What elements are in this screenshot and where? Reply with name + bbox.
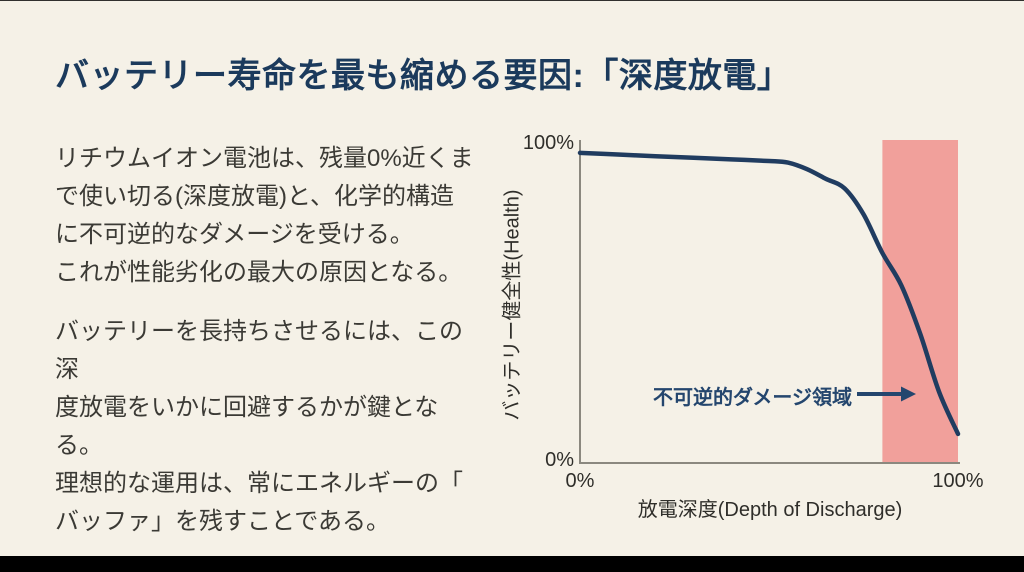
body-paragraph-1: リチウムイオン電池は、残量0%近くま で使い切る(深度放電)と、化学的構造 に不… xyxy=(55,145,474,286)
y-tick-0: 0% xyxy=(545,449,574,471)
y-tick-100: 100% xyxy=(522,132,574,154)
slide-title: バッテリー寿命を最も縮める要因:「深度放電」 xyxy=(55,57,792,95)
x-tick-100: 100% xyxy=(932,470,984,492)
y-axis-title: バッテリー健全性(Health) xyxy=(501,189,524,421)
x-axis-title: 放電深度(Depth of Discharge) xyxy=(637,499,903,521)
battery-health-chart xyxy=(577,140,961,464)
letterbox-bar xyxy=(0,556,1024,572)
top-edge-line xyxy=(0,0,1024,1)
x-tick-0: 0% xyxy=(565,470,595,492)
danger-zone-annotation: 不可逆的ダメージ領域 xyxy=(653,387,852,409)
health-curve xyxy=(577,150,961,437)
annotation-arrow-icon xyxy=(857,386,916,402)
body-paragraph-2: バッテリーを長持ちさせるには、この深 度放電をいかに回避するかが鍵となる。 理想… xyxy=(55,318,463,535)
